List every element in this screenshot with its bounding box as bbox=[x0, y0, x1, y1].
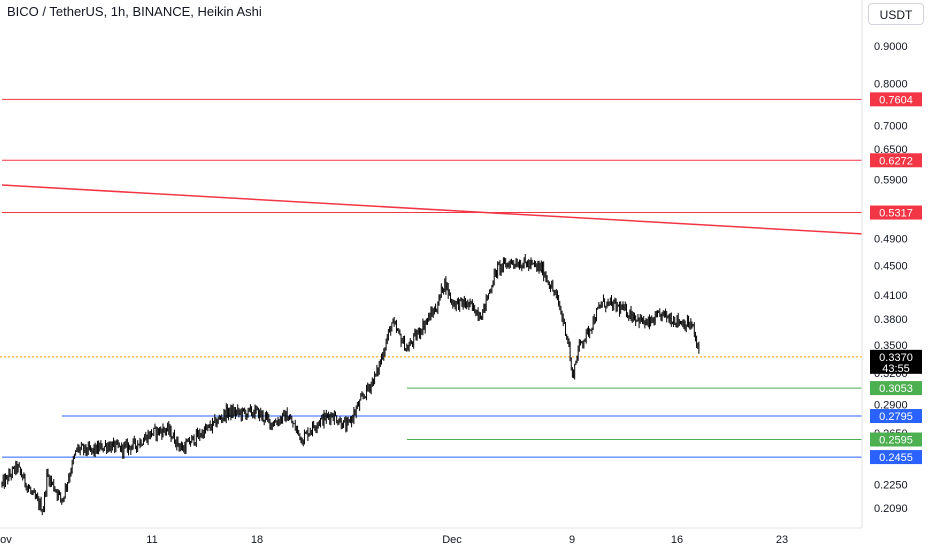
x-tick-label: Dec bbox=[442, 534, 462, 546]
price-labels-layer: 0.7604 0.6272 0.5317 0.3053 0.2795 0.2595 0.24… bbox=[870, 92, 922, 465]
level-price-tag bbox=[870, 409, 922, 424]
level-price-label: 0.7604 bbox=[879, 94, 913, 106]
y-tick-label: 0.6500 bbox=[874, 144, 908, 156]
current-price-label: 0.3370 bbox=[879, 352, 913, 364]
level-price-label: 0.2455 bbox=[879, 452, 913, 464]
y-tick-label: 0.7000 bbox=[874, 121, 908, 133]
y-tick-label: 0.3500 bbox=[874, 340, 908, 352]
y-tick-label: 0.4100 bbox=[874, 290, 908, 302]
level-price-label: 0.2595 bbox=[879, 435, 913, 447]
candles-layer bbox=[1, 253, 700, 516]
level-price-tag bbox=[870, 432, 922, 447]
y-tick-label: 0.2090 bbox=[874, 503, 908, 515]
y-tick-label: 0.2250 bbox=[874, 480, 908, 492]
countdown-label: 43:55 bbox=[882, 363, 910, 375]
y-tick-label: 0.2900 bbox=[874, 399, 908, 411]
y-tick-label: 0.9000 bbox=[874, 41, 908, 53]
x-tick-label: Nov bbox=[0, 534, 12, 546]
x-tick-label: 23 bbox=[776, 534, 788, 546]
x-tick-label: 11 bbox=[146, 534, 157, 546]
level-price-tag bbox=[870, 381, 922, 396]
level-price-label: 0.5317 bbox=[879, 208, 913, 220]
y-tick-label: 0.5900 bbox=[874, 175, 908, 187]
y-tick-label: 0.3800 bbox=[874, 314, 908, 326]
level-price-label: 0.2795 bbox=[879, 411, 913, 423]
x-tick-label: 18 bbox=[251, 534, 263, 546]
trendline bbox=[1, 184, 863, 235]
level-price-tag bbox=[870, 92, 922, 107]
level-lines-layer bbox=[0, 98, 862, 458]
currency-button[interactable]: USDT bbox=[868, 3, 924, 25]
x-tick-label: 16 bbox=[671, 534, 683, 546]
trendline-layer bbox=[1, 184, 863, 235]
time-axis[interactable]: Nov 11 18 Dec 9 16 23 bbox=[0, 534, 788, 546]
x-tick-label: 9 bbox=[569, 534, 575, 546]
y-tick-label: 0.4500 bbox=[874, 260, 908, 272]
level-price-label: 0.6272 bbox=[879, 155, 913, 167]
level-price-tag bbox=[870, 153, 922, 168]
symbol-title[interactable]: BICO / TetherUS, 1h, BINANCE, Heikin Ash… bbox=[7, 4, 262, 19]
current-price-tag bbox=[870, 349, 922, 374]
y-tick-label: 0.8000 bbox=[874, 78, 908, 90]
level-price-tag bbox=[870, 450, 922, 465]
level-price-tag bbox=[870, 205, 922, 220]
level-price-label: 0.3053 bbox=[879, 383, 913, 395]
y-tick-label: 0.4900 bbox=[874, 233, 908, 245]
